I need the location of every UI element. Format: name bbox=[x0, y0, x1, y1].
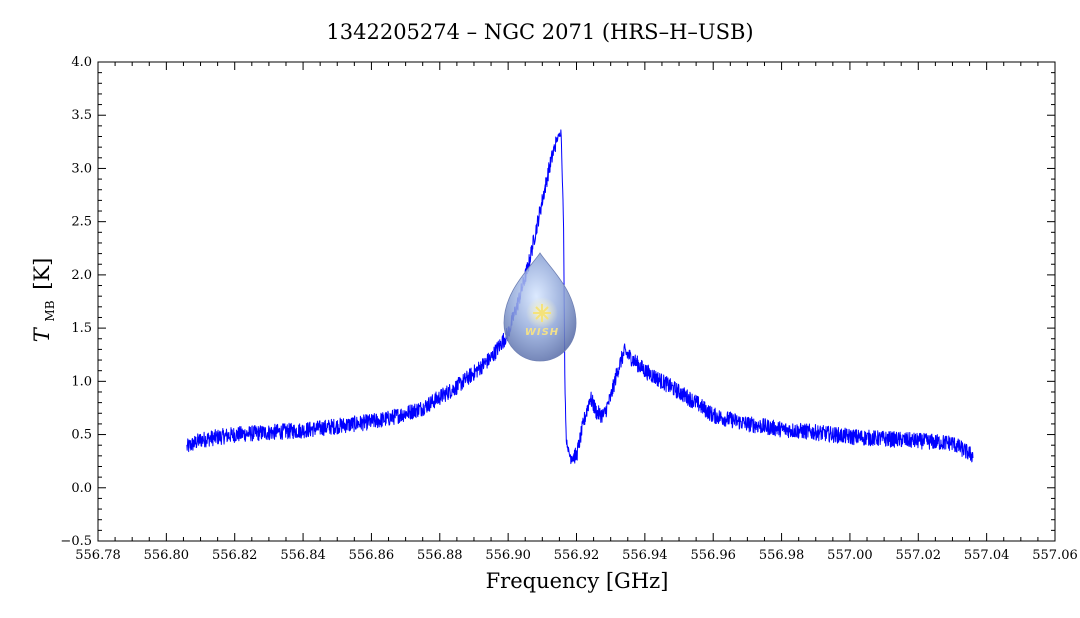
y-tick-label: 1.5 bbox=[71, 321, 92, 336]
x-tick-label: 556.80 bbox=[144, 548, 190, 563]
x-tick-label: 557.02 bbox=[896, 548, 942, 563]
x-tick-label: 557.00 bbox=[827, 548, 873, 563]
logo-text: WISH bbox=[525, 327, 559, 338]
chart-title: 1342205274 – NGC 2071 (HRS–H–USB) bbox=[326, 20, 753, 44]
star-icon bbox=[533, 304, 551, 322]
y-tick-label: 3.0 bbox=[71, 161, 92, 176]
x-tick-label: 556.96 bbox=[690, 548, 736, 563]
y-tick-label: −0.5 bbox=[60, 534, 92, 549]
tick-labels: 556.78 556.80 556.82 556.84 556.86 556.88 556.… bbox=[60, 55, 1077, 563]
x-tick-label: 556.84 bbox=[280, 548, 326, 563]
wish-logo: WISH bbox=[503, 252, 577, 362]
x-tick-label: 556.90 bbox=[485, 548, 531, 563]
x-axis-label: Frequency [GHz] bbox=[486, 569, 669, 593]
x-tick-label: 557.06 bbox=[1032, 548, 1078, 563]
x-tick-label: 556.98 bbox=[759, 548, 805, 563]
y-axis-label: T MB [K] bbox=[30, 258, 59, 343]
y-tick-label: 0.0 bbox=[71, 481, 92, 496]
series-line bbox=[186, 129, 974, 465]
plot-frame bbox=[97, 61, 1056, 542]
x-tick-label: 557.04 bbox=[964, 548, 1010, 563]
y-tick-label: 3.5 bbox=[71, 108, 92, 123]
y-tick-label: 1.0 bbox=[71, 374, 92, 389]
x-tick-label: 556.86 bbox=[349, 548, 395, 563]
y-axis-label-unit: [K] bbox=[30, 258, 54, 290]
y-tick-label: 0.5 bbox=[71, 428, 92, 443]
x-tick-label: 556.78 bbox=[75, 548, 121, 563]
ticks bbox=[97, 61, 1056, 542]
x-tick-label: 556.88 bbox=[417, 548, 463, 563]
x-tick-label: 556.94 bbox=[622, 548, 668, 563]
y-tick-label: 2.0 bbox=[71, 268, 92, 283]
y-tick-label: 4.0 bbox=[71, 55, 92, 70]
y-tick-label: 2.5 bbox=[71, 215, 92, 230]
x-tick-label: 556.82 bbox=[212, 548, 258, 563]
x-tick-label: 556.92 bbox=[554, 548, 600, 563]
y-axis-label-sub: MB bbox=[43, 300, 57, 321]
y-axis-label-main: T bbox=[30, 326, 54, 342]
